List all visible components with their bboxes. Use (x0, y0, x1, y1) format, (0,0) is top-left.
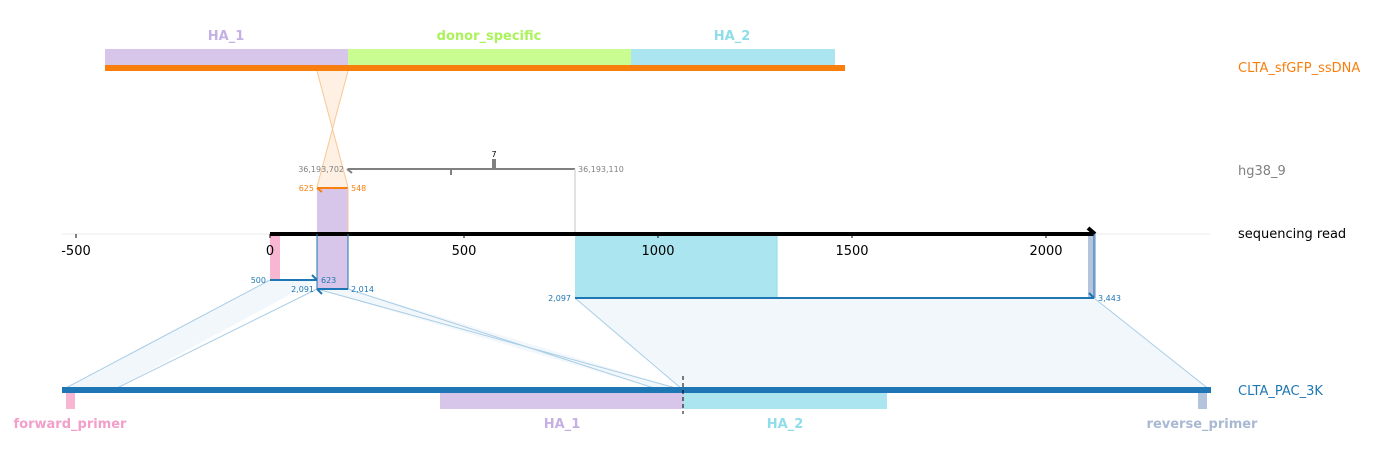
target-projection-ha-edge-b (347, 288, 661, 391)
donor-projection-edge-b (316, 70, 349, 188)
target-ha2-label: HA_2 (767, 417, 804, 432)
target-track-name: CLTA_PAC_3K (1238, 384, 1323, 399)
target-projection-rev (575, 298, 1210, 390)
genome-track-name: hg38_9 (1238, 164, 1286, 179)
target-projection-rev-edge-a (574, 297, 684, 391)
donor-alignment-left-coord: 625 (299, 184, 314, 193)
read-reverse-primer-block (1088, 234, 1096, 298)
donor-alignment-ha1-block (317, 188, 348, 234)
target-projection-rev-edge-b (1093, 297, 1211, 391)
donor-backbone (105, 65, 845, 71)
target-ha-right-coord: 2,014 (351, 285, 374, 294)
genome-insertion-label: 7 (491, 150, 496, 159)
read-axis-tick-label: 1500 (835, 244, 868, 259)
donor-specific-label: donor_specific (437, 29, 542, 44)
genome-alignment: 7 36,193,702 36,193,110 (298, 150, 624, 234)
read-track-name: sequencing read (1238, 227, 1346, 242)
target-rev-end-coord: 3,443 (1098, 294, 1121, 303)
target-ha1-label: HA_1 (544, 417, 581, 432)
read-axis-tick-label: -500 (61, 244, 91, 259)
donor-alignment-arrow-icon (316, 187, 323, 193)
target-fwd-start-coord: 500 (251, 276, 266, 285)
target-rev-start-coord: 2,097 (548, 294, 571, 303)
donor-ha1-feature (105, 49, 348, 65)
target-projection-ha-edge-a (316, 288, 684, 391)
target-backbone (62, 387, 1211, 393)
donor-ha1-label: HA_1 (208, 29, 245, 44)
target-alignment-rev: 2,097 3,443 (548, 234, 1121, 303)
donor-track-name: CLTA_sfGFP_ssDNA (1238, 61, 1360, 76)
read-forward-primer-block (270, 234, 280, 280)
target-ha-left-coord: 2,091 (291, 285, 314, 294)
donor-ha2-feature (631, 49, 835, 65)
target-alignment-ha-arrow-icon (316, 288, 323, 295)
target-projection-fwd-edge-a (61, 279, 271, 391)
target-alignment-fwd: 500 623 (251, 274, 336, 285)
donor-alignment: 625 548 (299, 184, 366, 234)
target-fwd-end-coord: 623 (321, 276, 336, 285)
read-ha2-block (575, 234, 777, 298)
genome-insertion-mark (492, 159, 496, 169)
read-axis-tick-label: 0 (266, 244, 274, 259)
target-forward-primer-label: forward_primer (14, 417, 128, 432)
genome-left-coord: 36,193,702 (298, 165, 344, 174)
target-reverse-primer-label: reverse_primer (1147, 417, 1259, 432)
donor-specific-feature (348, 49, 631, 65)
read-axis: -500 0 500 1000 1500 2000 (61, 234, 1063, 259)
target-projection-fwd-edge-b (112, 288, 318, 391)
target-forward-primer-feature (66, 393, 75, 409)
read-axis-tick-label: 1000 (641, 244, 674, 259)
target-alignment-ha: 2,091 2,014 (291, 234, 374, 295)
genome-right-coord: 36,193,110 (578, 165, 624, 174)
target-ha2-feature (683, 393, 887, 409)
read-axis-tick-label: 500 (452, 244, 477, 259)
target-reverse-primer-feature (1198, 393, 1207, 409)
target-alignment-fwd-arrow-icon (311, 274, 318, 281)
target-projection-fwd (62, 280, 317, 390)
target-ha1-feature (440, 393, 683, 409)
genome-alignment-arrow-icon (346, 168, 353, 174)
target-track: forward_primer HA_1 HA_2 reverse_primer (14, 376, 1259, 432)
read-arrowhead-icon (1086, 226, 1097, 236)
donor-ha2-label: HA_2 (714, 29, 751, 44)
donor-alignment-right-coord: 548 (351, 184, 366, 193)
read-ha1-block-lower (317, 234, 348, 289)
target-alignment-rev-arrow-icon (1088, 292, 1095, 299)
read-axis-tick-label: 2000 (1029, 244, 1062, 259)
donor-track: HA_1 donor_specific HA_2 (105, 29, 845, 71)
